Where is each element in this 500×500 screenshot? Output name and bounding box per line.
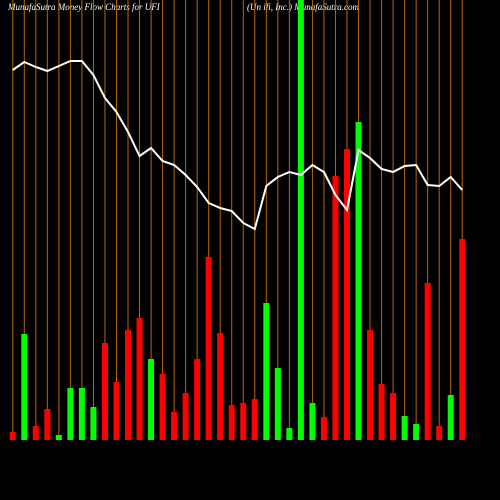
bar	[459, 239, 466, 440]
bar	[78, 388, 85, 440]
bar	[217, 333, 224, 440]
bar	[67, 388, 74, 440]
bar	[21, 334, 28, 440]
bar	[228, 405, 235, 440]
bar	[401, 416, 408, 440]
bar	[286, 428, 293, 440]
bar	[424, 283, 431, 440]
bar	[148, 359, 155, 440]
bar	[343, 149, 350, 440]
bar	[332, 176, 339, 440]
bar	[251, 399, 258, 440]
bar	[32, 426, 39, 440]
bar	[274, 368, 281, 440]
bar	[44, 409, 51, 440]
bar	[367, 330, 374, 440]
bar	[436, 426, 443, 440]
bar	[240, 403, 247, 440]
bar	[125, 330, 132, 440]
bar	[159, 374, 166, 440]
bar	[194, 359, 201, 440]
bar	[390, 393, 397, 440]
bar	[182, 393, 189, 440]
bar	[447, 395, 454, 440]
bar	[9, 432, 16, 440]
bar	[378, 384, 385, 440]
bar	[90, 407, 97, 440]
price-line	[12, 60, 463, 231]
bar	[55, 435, 62, 440]
bar	[113, 382, 120, 440]
bar	[297, 0, 304, 440]
bar	[101, 343, 108, 440]
bar	[205, 257, 212, 440]
chart-title: MunafaSutra Money Flow Charts for UFI	[7, 2, 161, 12]
bar	[355, 122, 362, 440]
bar	[320, 417, 327, 440]
bar	[171, 412, 178, 440]
bar	[136, 318, 143, 440]
bar	[309, 403, 316, 440]
bar	[263, 303, 270, 440]
bar	[413, 424, 420, 440]
